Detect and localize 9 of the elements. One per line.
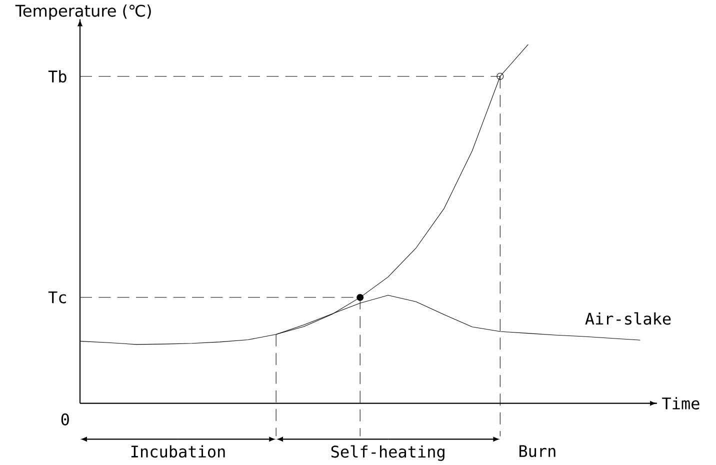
x-axis-title: Time bbox=[662, 396, 700, 410]
y-axis-title: Temperature (℃) bbox=[15, 4, 151, 20]
series-label: Air-slake bbox=[585, 312, 671, 325]
text: Incubation bbox=[131, 445, 225, 458]
text: Self-heating bbox=[331, 445, 444, 461]
ref-line-label: Tb bbox=[48, 70, 66, 82]
ref-line-label: Tc bbox=[48, 291, 66, 304]
text: Burn bbox=[519, 445, 556, 457]
text: 0 bbox=[61, 413, 69, 426]
